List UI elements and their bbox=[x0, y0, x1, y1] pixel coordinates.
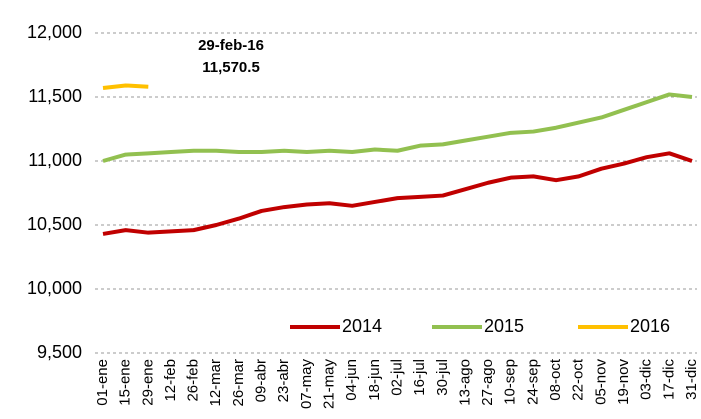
x-tick-label: 18-jun bbox=[366, 359, 383, 401]
x-tick-label: 03-dic bbox=[638, 359, 655, 400]
x-tick-label: 19-nov bbox=[615, 359, 632, 405]
legend-label: 2014 bbox=[342, 316, 382, 336]
x-tick-label: 24-sep bbox=[524, 359, 541, 405]
x-tick-label: 16-jul bbox=[411, 359, 428, 396]
x-tick-label: 23-abr bbox=[275, 359, 292, 402]
x-tick-label: 07-may bbox=[298, 359, 315, 410]
x-tick-label: 15-ene bbox=[117, 359, 134, 406]
x-tick-label: 31-dic bbox=[683, 359, 700, 400]
y-tick-label: 11,500 bbox=[28, 86, 82, 106]
series-line bbox=[102, 151, 693, 236]
annotation: 11,570.5 bbox=[202, 59, 260, 76]
y-tick-label: 11,000 bbox=[28, 150, 82, 170]
annotation: 29-feb-16 bbox=[198, 37, 264, 54]
x-tick-label: 22-oct bbox=[570, 358, 587, 401]
y-tick-label: 10,000 bbox=[27, 278, 82, 298]
series-line bbox=[102, 92, 693, 163]
x-tick-label: 17-dic bbox=[660, 359, 677, 400]
x-tick-label: 02-jul bbox=[388, 359, 405, 396]
x-tick-label: 09-abr bbox=[253, 359, 270, 402]
y-tick-label: 10,500 bbox=[27, 214, 82, 234]
x-tick-label: 10-sep bbox=[502, 359, 519, 405]
x-tick-label: 29-ene bbox=[139, 359, 156, 406]
x-tick-label: 26-feb bbox=[185, 359, 202, 402]
y-tick-label: 12,000 bbox=[27, 22, 82, 42]
x-tick-label: 12-mar bbox=[207, 359, 224, 407]
x-tick-label: 05-nov bbox=[592, 359, 609, 405]
x-tick-label: 21-may bbox=[321, 359, 338, 410]
series-line bbox=[102, 83, 149, 91]
x-tick-label: 01-ene bbox=[94, 359, 111, 406]
y-tick-label: 9,500 bbox=[37, 342, 82, 362]
x-tick-label: 08-oct bbox=[547, 358, 564, 401]
x-tick-label: 13-ago bbox=[456, 359, 473, 406]
x-tick-label: 04-jun bbox=[343, 359, 360, 401]
x-tick-label: 30-jul bbox=[434, 359, 451, 396]
legend-label: 2016 bbox=[630, 316, 670, 336]
x-tick-label: 27-ago bbox=[479, 359, 496, 406]
x-tick-label: 26-mar bbox=[230, 359, 247, 407]
legend-label: 2015 bbox=[484, 316, 524, 336]
x-tick-label: 12-feb bbox=[162, 359, 179, 402]
